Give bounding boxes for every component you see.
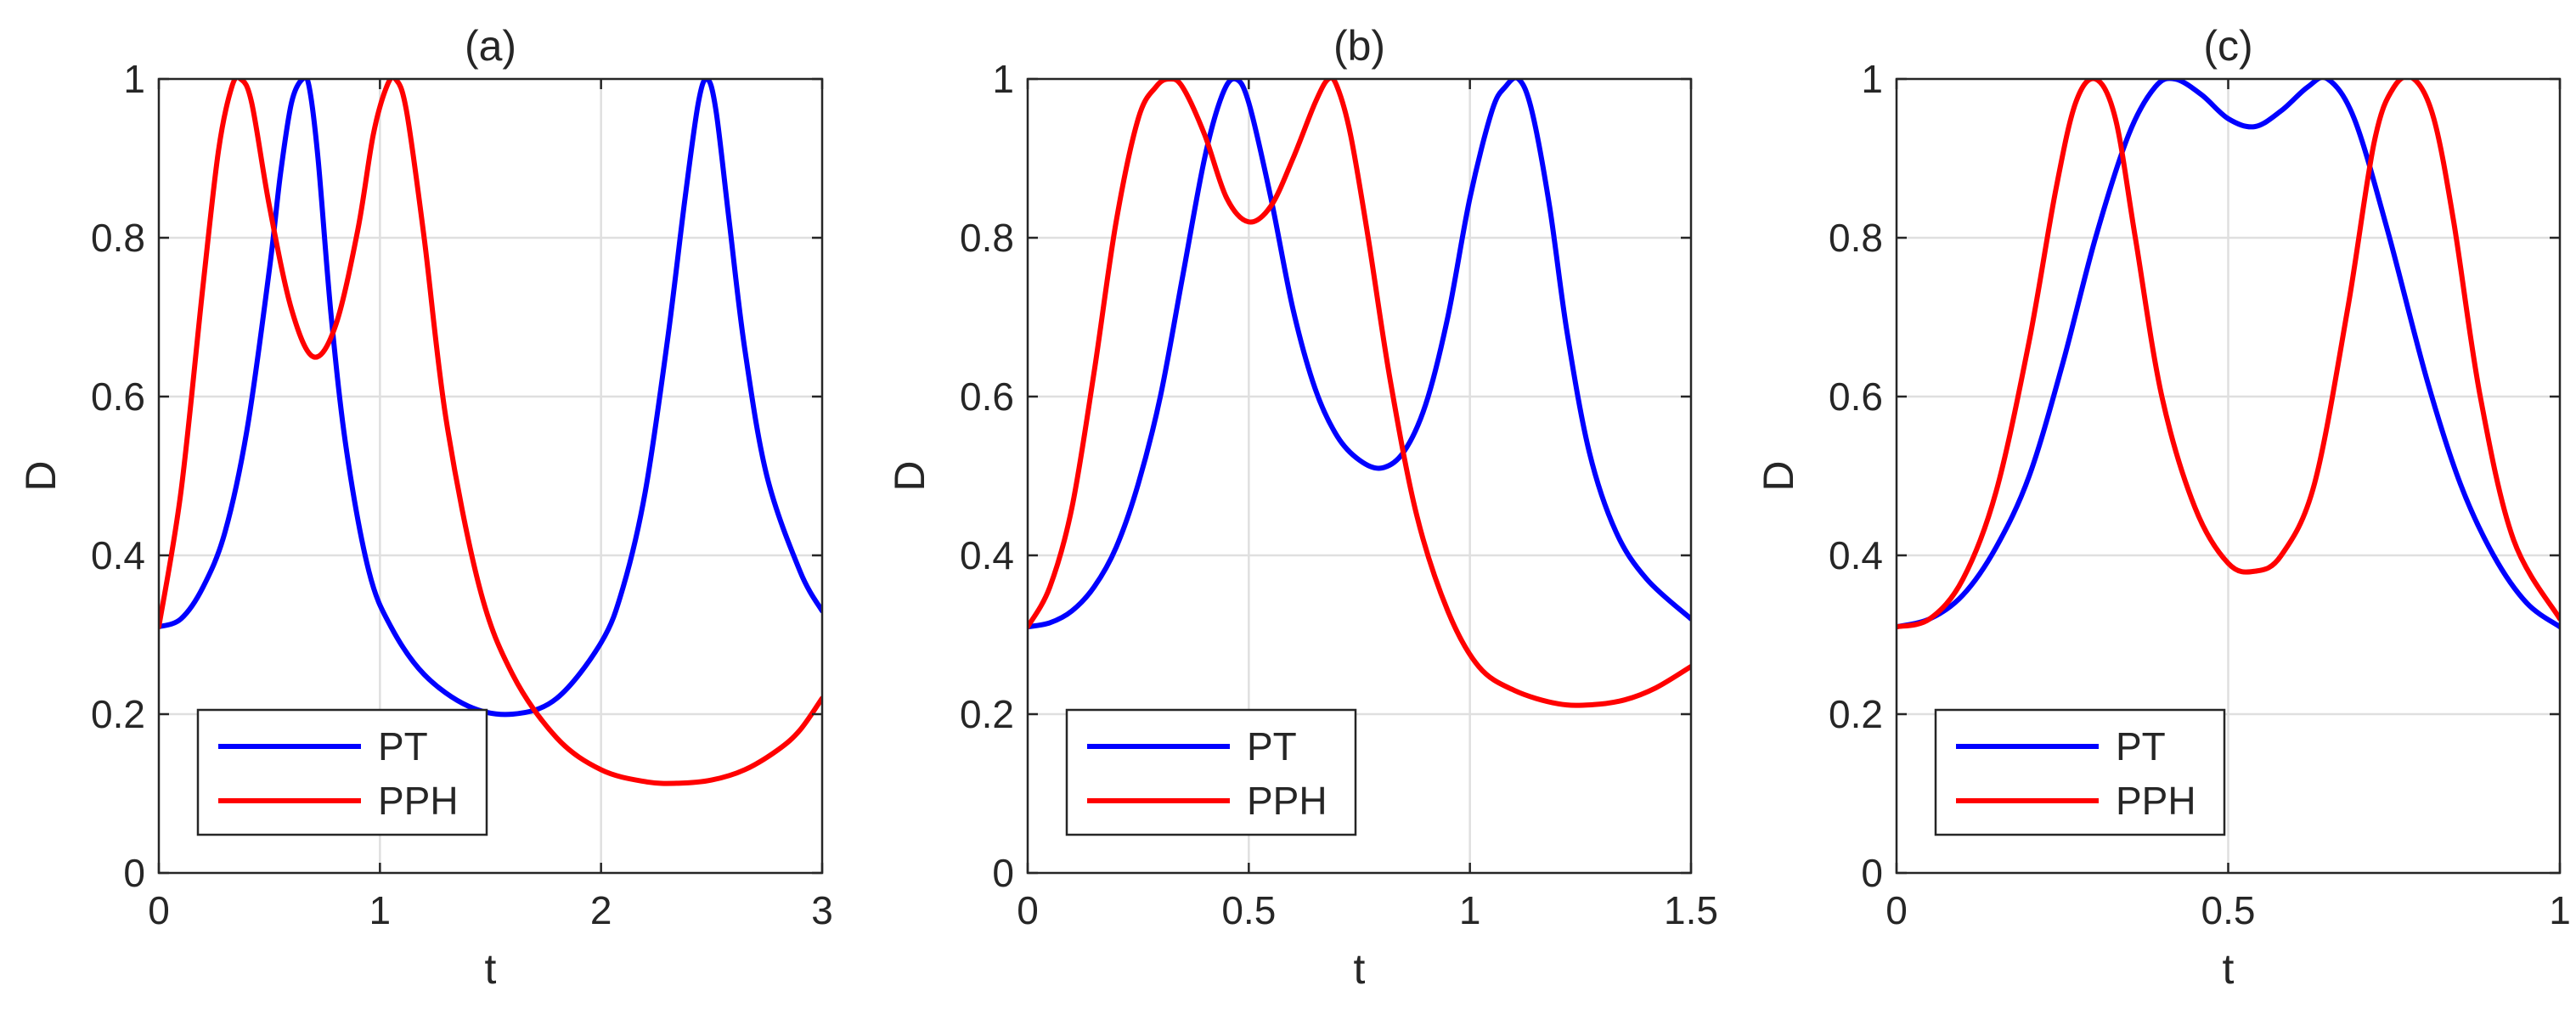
x-axis-label: t xyxy=(2223,945,2235,993)
series-line-pph xyxy=(159,79,822,786)
x-axis-label: t xyxy=(485,945,497,993)
legend-label-pt: PT xyxy=(378,724,428,768)
legend: PT PPH xyxy=(1934,708,2226,836)
y-axis-label: D xyxy=(886,460,933,491)
y-tick-label: 0.2 xyxy=(1829,692,1883,736)
x-tick-label: 1.5 xyxy=(1664,888,1718,932)
x-tick-label: 0 xyxy=(148,888,170,932)
x-axis-label: t xyxy=(1354,945,1366,993)
x-tick-label: 2 xyxy=(590,888,612,932)
y-tick-label: 0.6 xyxy=(960,374,1014,419)
axes-box xyxy=(157,77,824,875)
x-tick-label: 1 xyxy=(2549,888,2571,932)
chart-panel-1: 0 0.5 1 1.5 0 0.2 0.4 0.6 0.8 1 (b) t D PT PPH xyxy=(886,22,1718,993)
y-tick-label: 0 xyxy=(123,851,145,895)
y-axis-label: D xyxy=(1755,460,1802,491)
series-line-pt xyxy=(159,79,822,718)
series-line-pt xyxy=(1897,79,2560,630)
y-axis-label: D xyxy=(17,460,65,491)
legend-box xyxy=(1065,708,1357,836)
y-tick-label: 1 xyxy=(992,57,1014,101)
y-tick-label: 0.2 xyxy=(91,692,145,736)
y-tick-label: 1 xyxy=(1861,57,1883,101)
y-tick-label: 0.8 xyxy=(960,216,1014,260)
x-tick-label: 0.5 xyxy=(2201,888,2256,932)
panel-title: (b) xyxy=(1333,22,1385,70)
legend-label-pt: PT xyxy=(2116,724,2166,768)
y-tick-label: 0.8 xyxy=(91,216,145,260)
y-tick-label: 0.4 xyxy=(91,533,145,577)
y-tick-label: 0.8 xyxy=(1829,216,1883,260)
legend-label-pph: PPH xyxy=(1247,779,1327,823)
legend-box xyxy=(1934,708,2226,836)
legend: PT PPH xyxy=(1065,708,1357,836)
axes-box xyxy=(1026,77,1693,875)
x-tick-label: 1 xyxy=(1459,888,1481,932)
y-tick-label: 0 xyxy=(1861,851,1883,895)
y-tick-label: 0.2 xyxy=(960,692,1014,736)
legend-label-pt: PT xyxy=(1247,724,1297,768)
x-tick-label: 3 xyxy=(811,888,833,932)
series-line-pt xyxy=(1028,79,1691,630)
y-tick-label: 0.4 xyxy=(960,533,1014,577)
y-tick-label: 0.4 xyxy=(1829,533,1883,577)
x-tick-label: 0 xyxy=(1017,888,1039,932)
legend-label-pph: PPH xyxy=(378,779,459,823)
x-tick-label: 1 xyxy=(369,888,392,932)
x-tick-label: 0 xyxy=(1885,888,1908,932)
y-tick-label: 0.6 xyxy=(1829,374,1883,419)
x-tick-label: 0.5 xyxy=(1221,888,1276,932)
y-tick-label: 1 xyxy=(123,57,145,101)
legend-box xyxy=(196,708,488,836)
y-tick-label: 0 xyxy=(992,851,1014,895)
chart-panel-2: 0 0.5 1 0 0.2 0.4 0.6 0.8 1 (c) t D PT PPH xyxy=(1755,22,2571,993)
series-line-pph xyxy=(1028,79,1691,708)
y-tick-label: 0.6 xyxy=(91,374,145,419)
legend-label-pph: PPH xyxy=(2116,779,2196,823)
chart-panel-0: 0 1 2 3 0 0.2 0.4 0.6 0.8 1 (a) t D PT PPH xyxy=(17,22,833,993)
series-line-pph xyxy=(1897,79,2560,630)
legend: PT PPH xyxy=(196,708,488,836)
panel-title: (c) xyxy=(2203,22,2252,70)
panel-title: (a) xyxy=(465,22,516,70)
